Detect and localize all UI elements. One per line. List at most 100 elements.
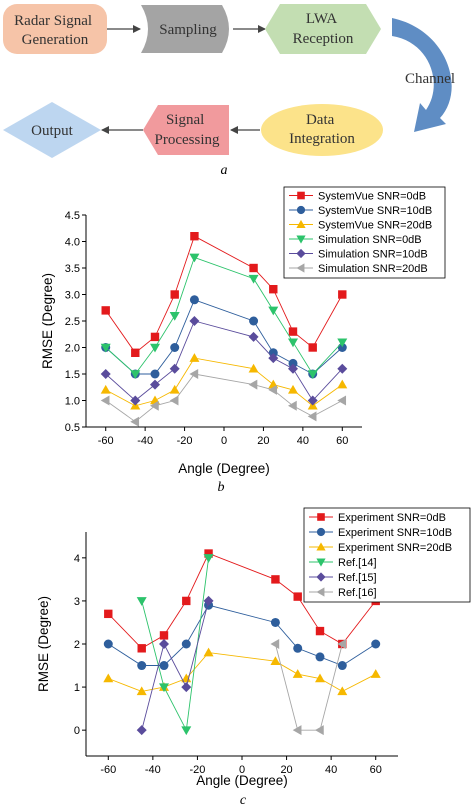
data-point [189,253,200,263]
data-point [204,549,213,558]
legend-label: Experiment SNR=10dB [338,527,452,539]
svg-text:Radar Signal Generation: Radar Signal Generation [14,13,96,48]
data-point [131,348,140,357]
series-line-6 [105,373,343,423]
series-line-6 [274,643,343,731]
y-tick-label: 2 [74,639,80,651]
data-point [337,661,347,671]
y-tick-label: 2.5 [65,316,80,328]
y-tick-label: 1.5 [65,369,80,381]
data-point [292,725,302,736]
y-tick-label: 2.0 [65,343,80,355]
data-point [307,370,318,379]
data-point [104,609,113,619]
legend-label: SystemVue SNR=10dB [318,205,432,217]
data-point [288,400,297,411]
data-point [268,353,279,364]
legend-marker [296,263,305,273]
svg-text:Data Integration: Data Integration [289,112,355,147]
legend-marker [296,219,306,228]
legend-label: Experiment SNR=20dB [338,542,452,554]
legend-label: Simulation SNR=10dB [318,249,428,261]
data-point [181,673,192,683]
data-point [315,626,325,636]
data-point [169,384,180,394]
data-point [269,285,278,294]
chart-c: 0 1 2 3 4 -60 -40 -20 0 20 40 60 Angle (Degree) RMSE … [36,507,471,788]
y-tick-label: 3 [74,596,80,608]
svg-text:Signal Processing: Signal Processing [155,112,220,148]
series-line-4 [105,256,343,375]
data-point [338,290,347,299]
legend-label: Simulation SNR=20dB [318,263,428,275]
data-point [288,363,298,374]
series-line-1 [105,235,343,354]
legend-label: Ref.[14] [338,557,377,569]
data-point [270,617,280,627]
x-axis-label: Angle (Degree) [178,461,270,476]
flow-node-radar-line1: Radar Signal [14,13,92,29]
flow-node-sampling-label: Sampling [159,22,217,38]
caption-c: c [240,793,247,808]
data-point [337,379,348,389]
legend-box [303,507,471,603]
data-point [288,358,298,368]
flow-node-integration-line2: Integration [289,131,355,147]
data-point [248,379,258,390]
data-point [203,554,214,563]
legend-label: SystemVue SNR=20dB [318,220,432,232]
data-point [268,306,279,316]
data-point [337,363,348,374]
series-line-3 [105,357,343,407]
x-tick-label: 0 [239,764,245,776]
data-point [170,343,180,352]
data-point [169,311,180,321]
data-point [315,673,325,683]
series-line-4 [141,557,210,732]
y-tick-label: 0 [74,725,80,737]
data-point [159,661,169,671]
data-point [288,384,298,394]
x-tick-label: -20 [189,764,205,776]
flow-node-lwa-line2: Reception [293,31,354,47]
data-point [203,647,214,657]
legend-label: Simulation SNR=0dB [318,234,422,246]
x-tick-label: 20 [257,435,269,447]
data-point [337,395,347,406]
legend-marker [316,572,326,582]
data-point [203,595,214,606]
data-point [249,263,258,273]
x-tick-label: 40 [297,435,309,447]
data-point [137,644,146,653]
flow-node-lwa [265,4,381,54]
data-point [337,639,347,649]
x-tick-label: 20 [280,764,292,776]
legend-marker [317,513,325,521]
flow-node-output-label: Output [31,123,74,139]
data-point [270,656,281,665]
data-point [308,343,317,352]
data-point [248,363,259,373]
flow-node-integration-line1: Data [306,112,335,128]
data-point [150,343,160,353]
data-point [181,726,192,736]
legend-marker [297,191,305,200]
series-line-2 [105,299,343,375]
series-line-1 [107,552,377,649]
flow-diagram: Radar Signal Generation Sampling LWA Rec… [3,4,455,158]
data-point [130,395,141,406]
data-point [170,290,179,299]
caption-a: a [221,163,228,178]
data-point [293,592,302,601]
data-point [101,306,110,315]
legend: Experiment SNR=0dB Experiment SNR=10dB Exp… [303,507,471,603]
legend-label: Ref.[16] [338,587,377,599]
chart-b: 0.5 1.0 1.5 2.0 2.5 3.0 3.5 4.0 4.5 -60 -40 -20 0 20 4… [40,186,446,476]
legend-label: Ref.[15] [338,572,377,584]
y-tick-label: 1.0 [65,396,80,408]
legend-marker [316,558,326,567]
data-point [169,395,179,406]
x-tick-label: -60 [98,435,114,447]
legend-marker [296,235,306,244]
data-point [315,725,324,736]
